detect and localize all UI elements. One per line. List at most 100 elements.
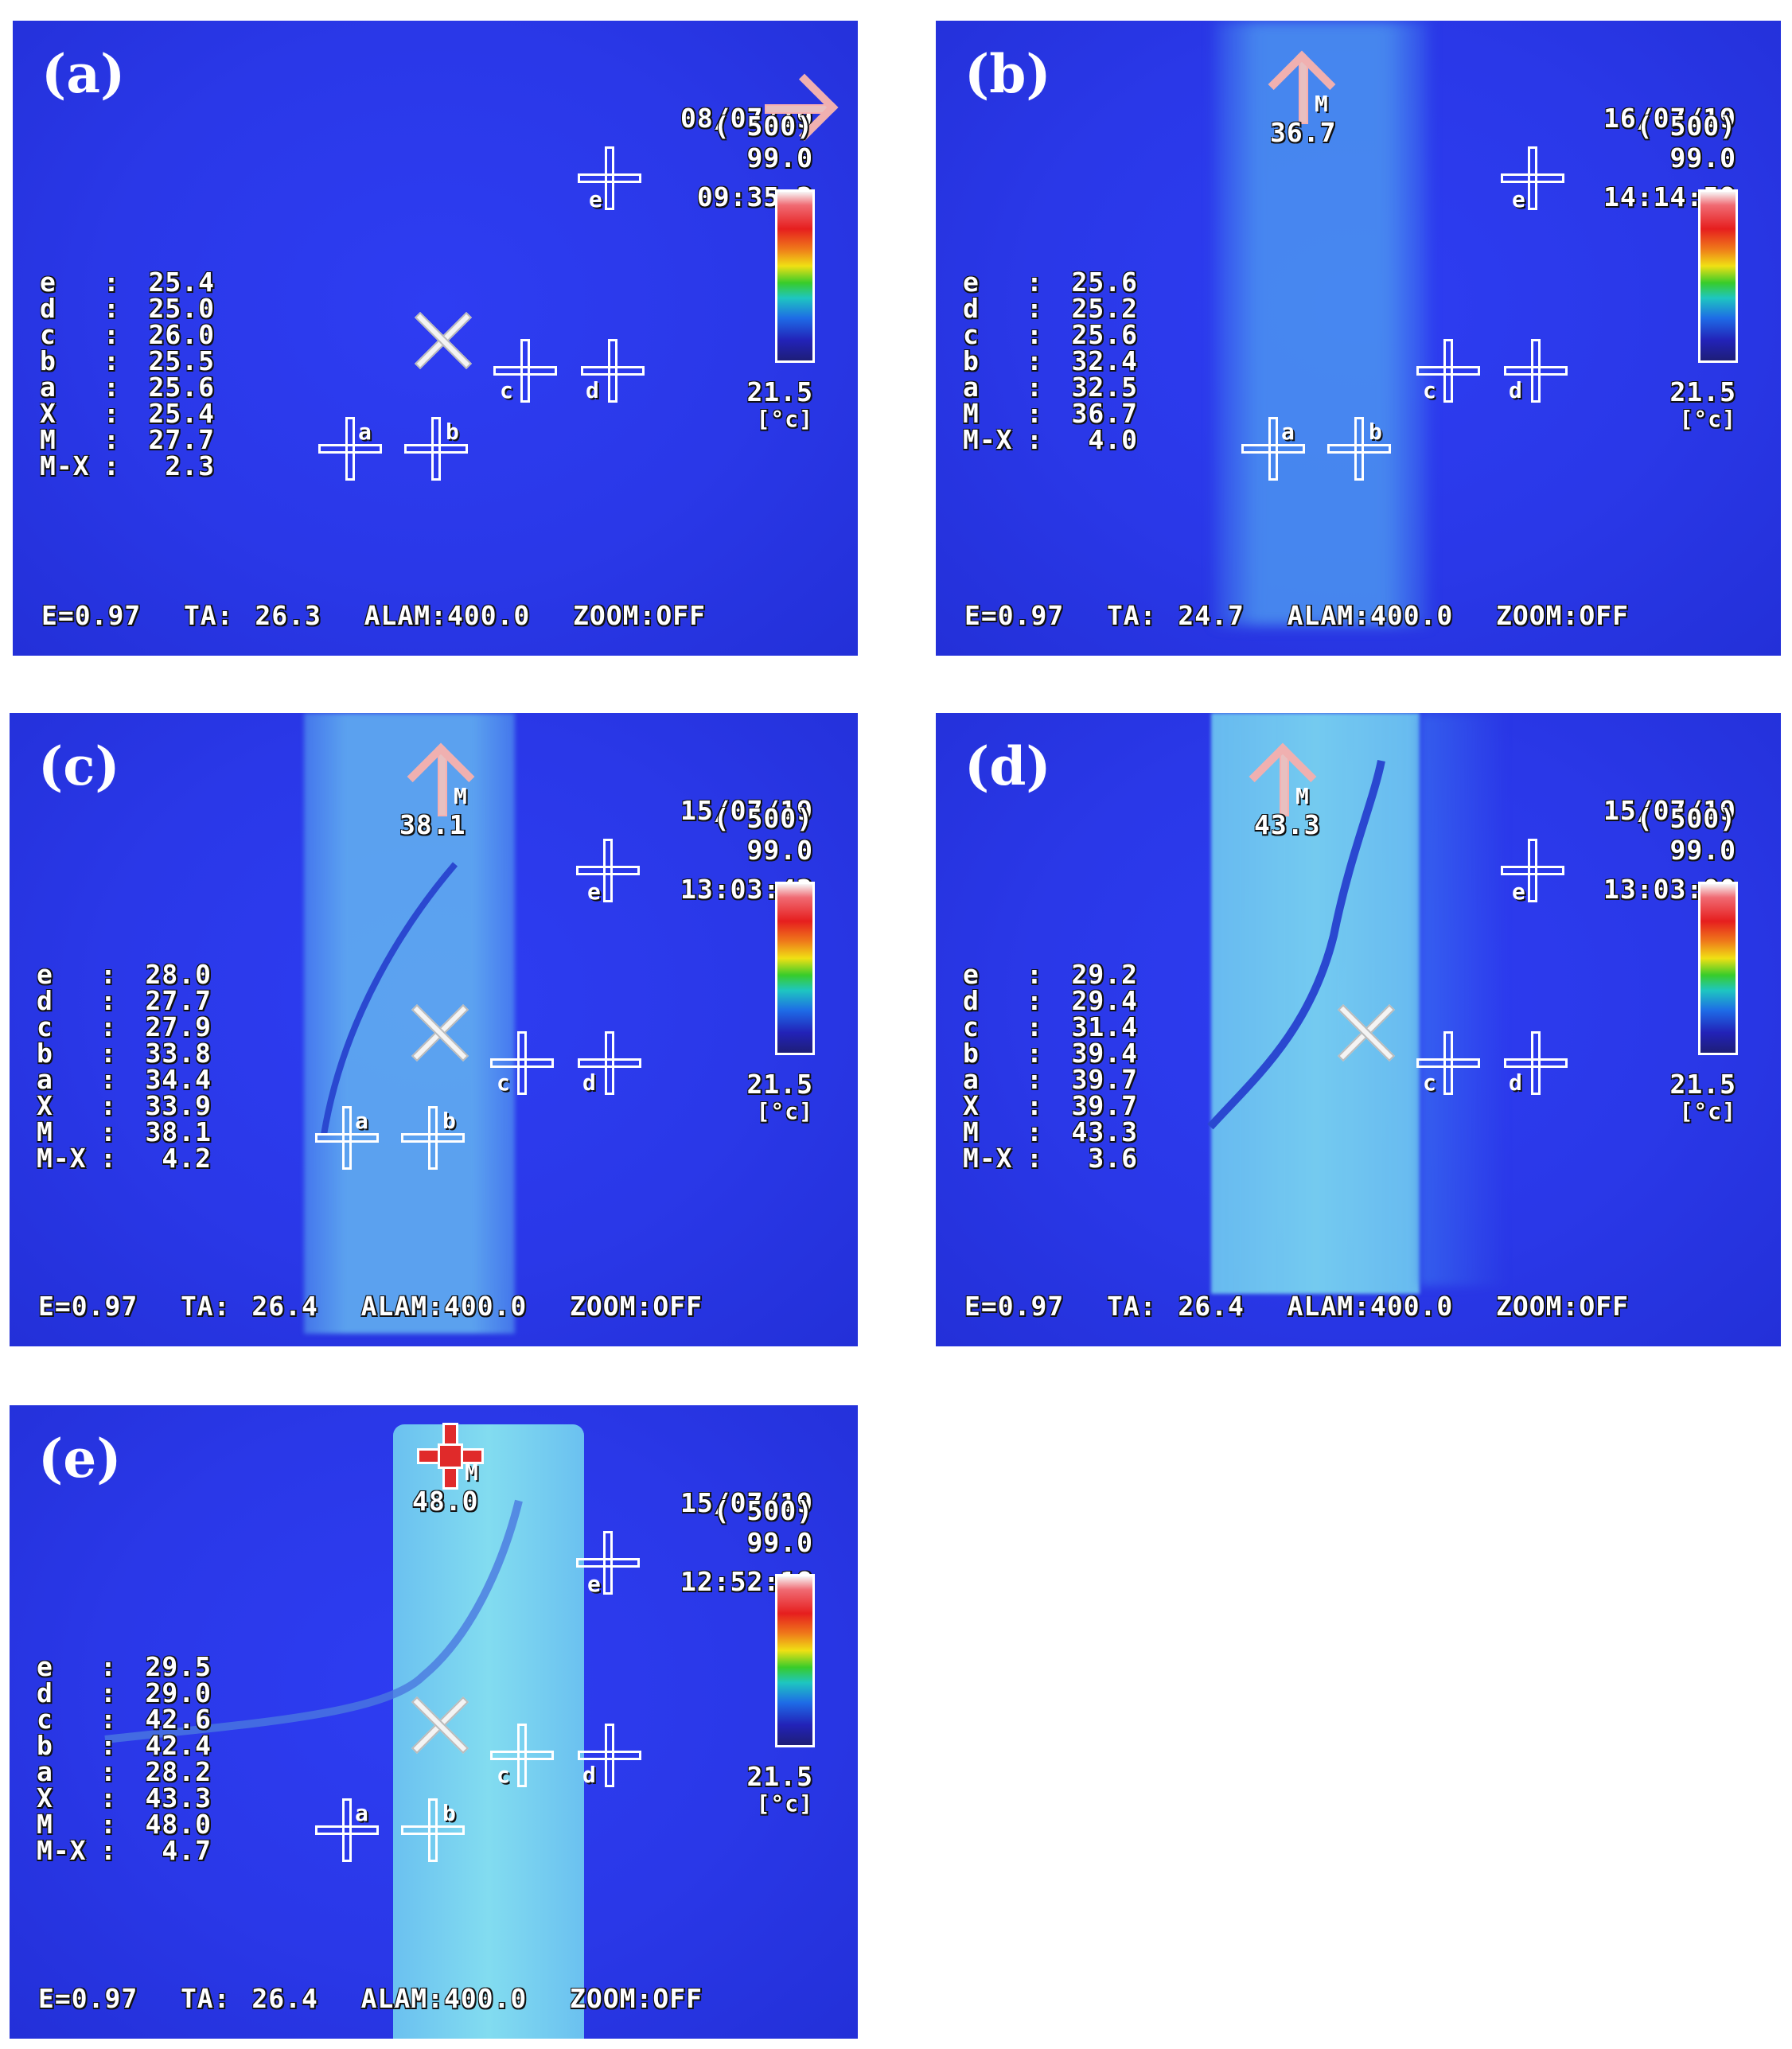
reading-separator: : (1027, 345, 1043, 376)
reading-value: 39.4 (1071, 1038, 1138, 1069)
reading-separator: : (100, 1143, 117, 1174)
x-marker-icon (407, 1001, 471, 1065)
reading-value: 25.4 (148, 398, 215, 429)
tube-curve (321, 862, 458, 1136)
reading-key: a (37, 1756, 53, 1787)
status-line: E=0.97 TA: 26.4 ALAM:400.0 ZOOM:OFF (38, 1983, 703, 2014)
crosshair-e-icon: e (576, 839, 640, 905)
thermal-panel-e: (e) 15/07/19 12:52:18 M 48.0 ( 500) 99.0… (10, 1405, 858, 2039)
max-temp-arrow-icon: M (1249, 742, 1321, 824)
reading-value: 48.0 (145, 1809, 212, 1840)
reading-key: M (963, 1116, 980, 1147)
crosshair-e-icon: e (1501, 146, 1564, 212)
reading-separator: : (1027, 1011, 1043, 1042)
thermal-panel-a: (a) 08/07/19 09:35:2 ( 500) 99.0 21.5 [°… (13, 21, 858, 656)
reading-value: 28.0 (145, 959, 212, 990)
thermal-panel-c: (c) 15/07/19 13:03:42 M 38.1 ( 500) 99.0… (10, 713, 858, 1346)
reading-row: a:28.2 (37, 1759, 212, 1785)
reading-value: 27.7 (145, 985, 212, 1016)
reading-separator: : (103, 424, 120, 455)
tube-curve (104, 1499, 523, 1743)
reading-key: X (37, 1782, 53, 1813)
readings-list: e:29.5 d:29.0 c:42.6 b:42.4 a:28.2 X:43.3 M:48… (37, 1654, 212, 1864)
scale-max: 99.0 (1669, 142, 1736, 173)
reading-key: d (37, 1677, 53, 1708)
color-scale-bar (1698, 189, 1738, 363)
reading-separator: : (100, 1704, 117, 1735)
reading-separator: : (100, 1835, 117, 1866)
reading-row: a:39.7 (963, 1066, 1138, 1093)
date-text: 15/07/19 (680, 795, 813, 826)
reading-value: 25.6 (1071, 319, 1138, 350)
reading-separator: : (103, 345, 120, 376)
reading-key: c (40, 319, 56, 350)
reading-separator: : (1027, 1038, 1043, 1069)
reading-separator: : (1027, 1116, 1043, 1147)
timestamp: 15/07/19 12:52:18 (680, 1437, 813, 1647)
scale-max: 99.0 (746, 835, 813, 866)
heated-cylinder (304, 713, 515, 1334)
reading-separator: : (100, 1782, 117, 1813)
reading-separator: : (100, 1651, 117, 1682)
color-scale-bar (775, 882, 815, 1055)
scale-unit: [°c] (756, 1790, 813, 1817)
reading-row: M:38.1 (37, 1119, 212, 1145)
reading-row: M-X: 3.6 (963, 1145, 1138, 1171)
reading-row: M-X: 4.0 (963, 427, 1138, 453)
readings-list: e:25.6 d:25.2 c:25.6 b:32.4 a:32.5 M:36.7 M-X:… (963, 269, 1138, 453)
reading-value: 38.1 (145, 1116, 212, 1147)
reading-separator: : (1027, 985, 1043, 1016)
reading-row: a:25.6 (40, 374, 215, 400)
reading-value: 36.7 (1071, 398, 1138, 429)
reading-separator: : (1027, 398, 1043, 429)
reading-separator: : (100, 1809, 117, 1840)
max-temp-arrow-icon: M (407, 742, 479, 824)
reading-separator: : (1027, 959, 1043, 990)
crosshair-c-icon: c (1416, 1031, 1480, 1096)
heated-cylinder (1214, 21, 1429, 625)
crosshair-c-icon: c (1416, 339, 1480, 403)
color-scale-bar (775, 1574, 815, 1747)
reading-row: d:25.0 (40, 295, 215, 321)
reading-row: X:43.3 (37, 1785, 212, 1811)
scale-min: 21.5 (746, 1069, 813, 1100)
reading-row: M:43.3 (963, 1119, 1138, 1145)
reading-separator: : (100, 1011, 117, 1042)
reading-value: 29.5 (145, 1651, 212, 1682)
crosshair-a-icon: a (315, 1798, 379, 1862)
color-scale-bar (1698, 882, 1738, 1055)
panel-label: (a) (41, 43, 126, 105)
crosshair-b-icon: b (401, 1106, 465, 1170)
reading-row: a:34.4 (37, 1066, 212, 1093)
reading-key: M-X (963, 424, 1013, 455)
reading-separator: : (100, 1038, 117, 1069)
reading-separator: : (100, 1116, 117, 1147)
reading-value: 29.0 (145, 1677, 212, 1708)
reading-key: X (40, 398, 56, 429)
reading-value: 29.4 (1071, 985, 1138, 1016)
x-marker-icon (411, 309, 474, 372)
scale-unit: [°c] (1679, 406, 1736, 432)
color-scale-bar (775, 189, 815, 363)
reading-row: d:25.2 (963, 295, 1138, 321)
gain-text: ( 500) (713, 803, 813, 834)
reading-key: M (37, 1116, 53, 1147)
reading-row: X:39.7 (963, 1093, 1138, 1119)
reading-key: b (37, 1730, 53, 1761)
cylinder-shadow (1420, 713, 1507, 1286)
reading-key: d (963, 293, 980, 324)
date-text: 15/07/19 (1603, 795, 1736, 826)
crosshair-d-icon: d (1504, 1031, 1568, 1096)
reading-row: a:32.5 (963, 374, 1138, 400)
reading-key: d (37, 985, 53, 1016)
reading-value: 27.9 (145, 1011, 212, 1042)
status-line: E=0.97 TA: 26.4 ALAM:400.0 ZOOM:OFF (964, 1291, 1629, 1322)
reading-value: 25.6 (148, 372, 215, 403)
reading-key: e (963, 267, 980, 298)
reading-row: e:25.4 (40, 269, 215, 295)
reading-separator: : (100, 1756, 117, 1787)
reading-separator: : (1027, 319, 1043, 350)
reading-key: M (40, 424, 56, 455)
reading-separator: : (1027, 424, 1043, 455)
reading-value: 39.7 (1071, 1064, 1138, 1095)
